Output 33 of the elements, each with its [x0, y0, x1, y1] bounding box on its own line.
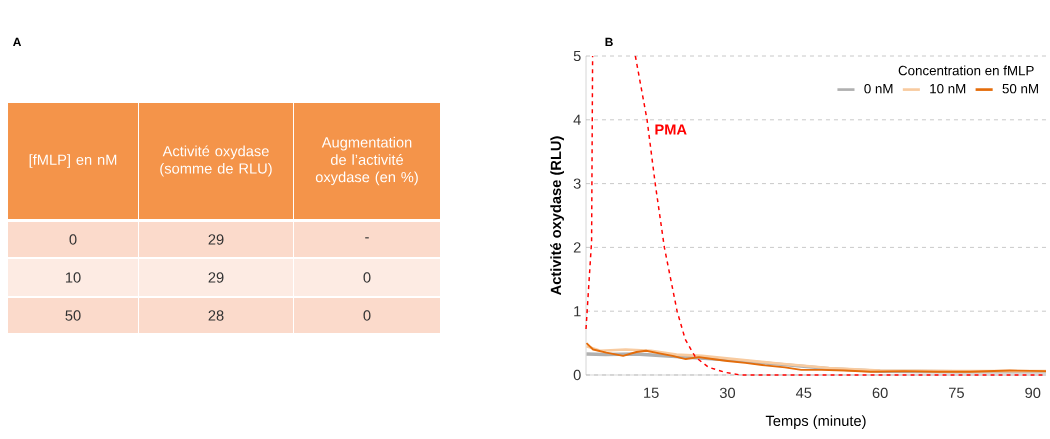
legend-label: 50 nM: [1002, 83, 1038, 94]
y-tick-label: 4: [573, 114, 581, 125]
text: 0: [69, 234, 77, 245]
y-axis-title: Activité oxydase (RLU): [550, 136, 564, 296]
text: [fMLP] en nM: [29, 154, 117, 168]
legend-label: 0 nM: [864, 83, 893, 94]
y-tick-label: 1: [574, 306, 581, 317]
text: Activité oxydase (somme de RLU): [160, 145, 272, 177]
x-tick-label: 15: [644, 387, 659, 398]
x-tick-label: 45: [795, 387, 812, 398]
x-tick-label: 30: [719, 387, 736, 399]
text: A: [13, 37, 22, 47]
y-tick-label: 3: [573, 178, 581, 189]
legend-title: Concentration en fMLP: [898, 65, 1034, 76]
x-tick-label: 60: [872, 387, 888, 399]
text: -: [365, 237, 369, 239]
text: 10: [65, 272, 81, 283]
y-tick-label: 0: [573, 369, 581, 381]
x-tick-label: 90: [1025, 387, 1041, 399]
text: 29: [208, 272, 224, 283]
x-axis-title: Temps (minute): [765, 415, 866, 429]
series-label: PMA: [655, 124, 687, 135]
text: 29: [208, 234, 224, 245]
text: 0: [363, 310, 371, 321]
text: Augmentation de l’activité oxydase (en %): [315, 136, 418, 186]
y-tick-label: 2: [573, 242, 581, 253]
text: 28: [208, 310, 224, 321]
text: 50: [65, 310, 81, 321]
legend-label: 10 nM: [930, 83, 966, 94]
y-tick-label: 5: [573, 50, 581, 62]
text: 0: [363, 272, 371, 283]
chart-title: B: [605, 37, 613, 47]
x-tick-label: 75: [949, 387, 964, 398]
